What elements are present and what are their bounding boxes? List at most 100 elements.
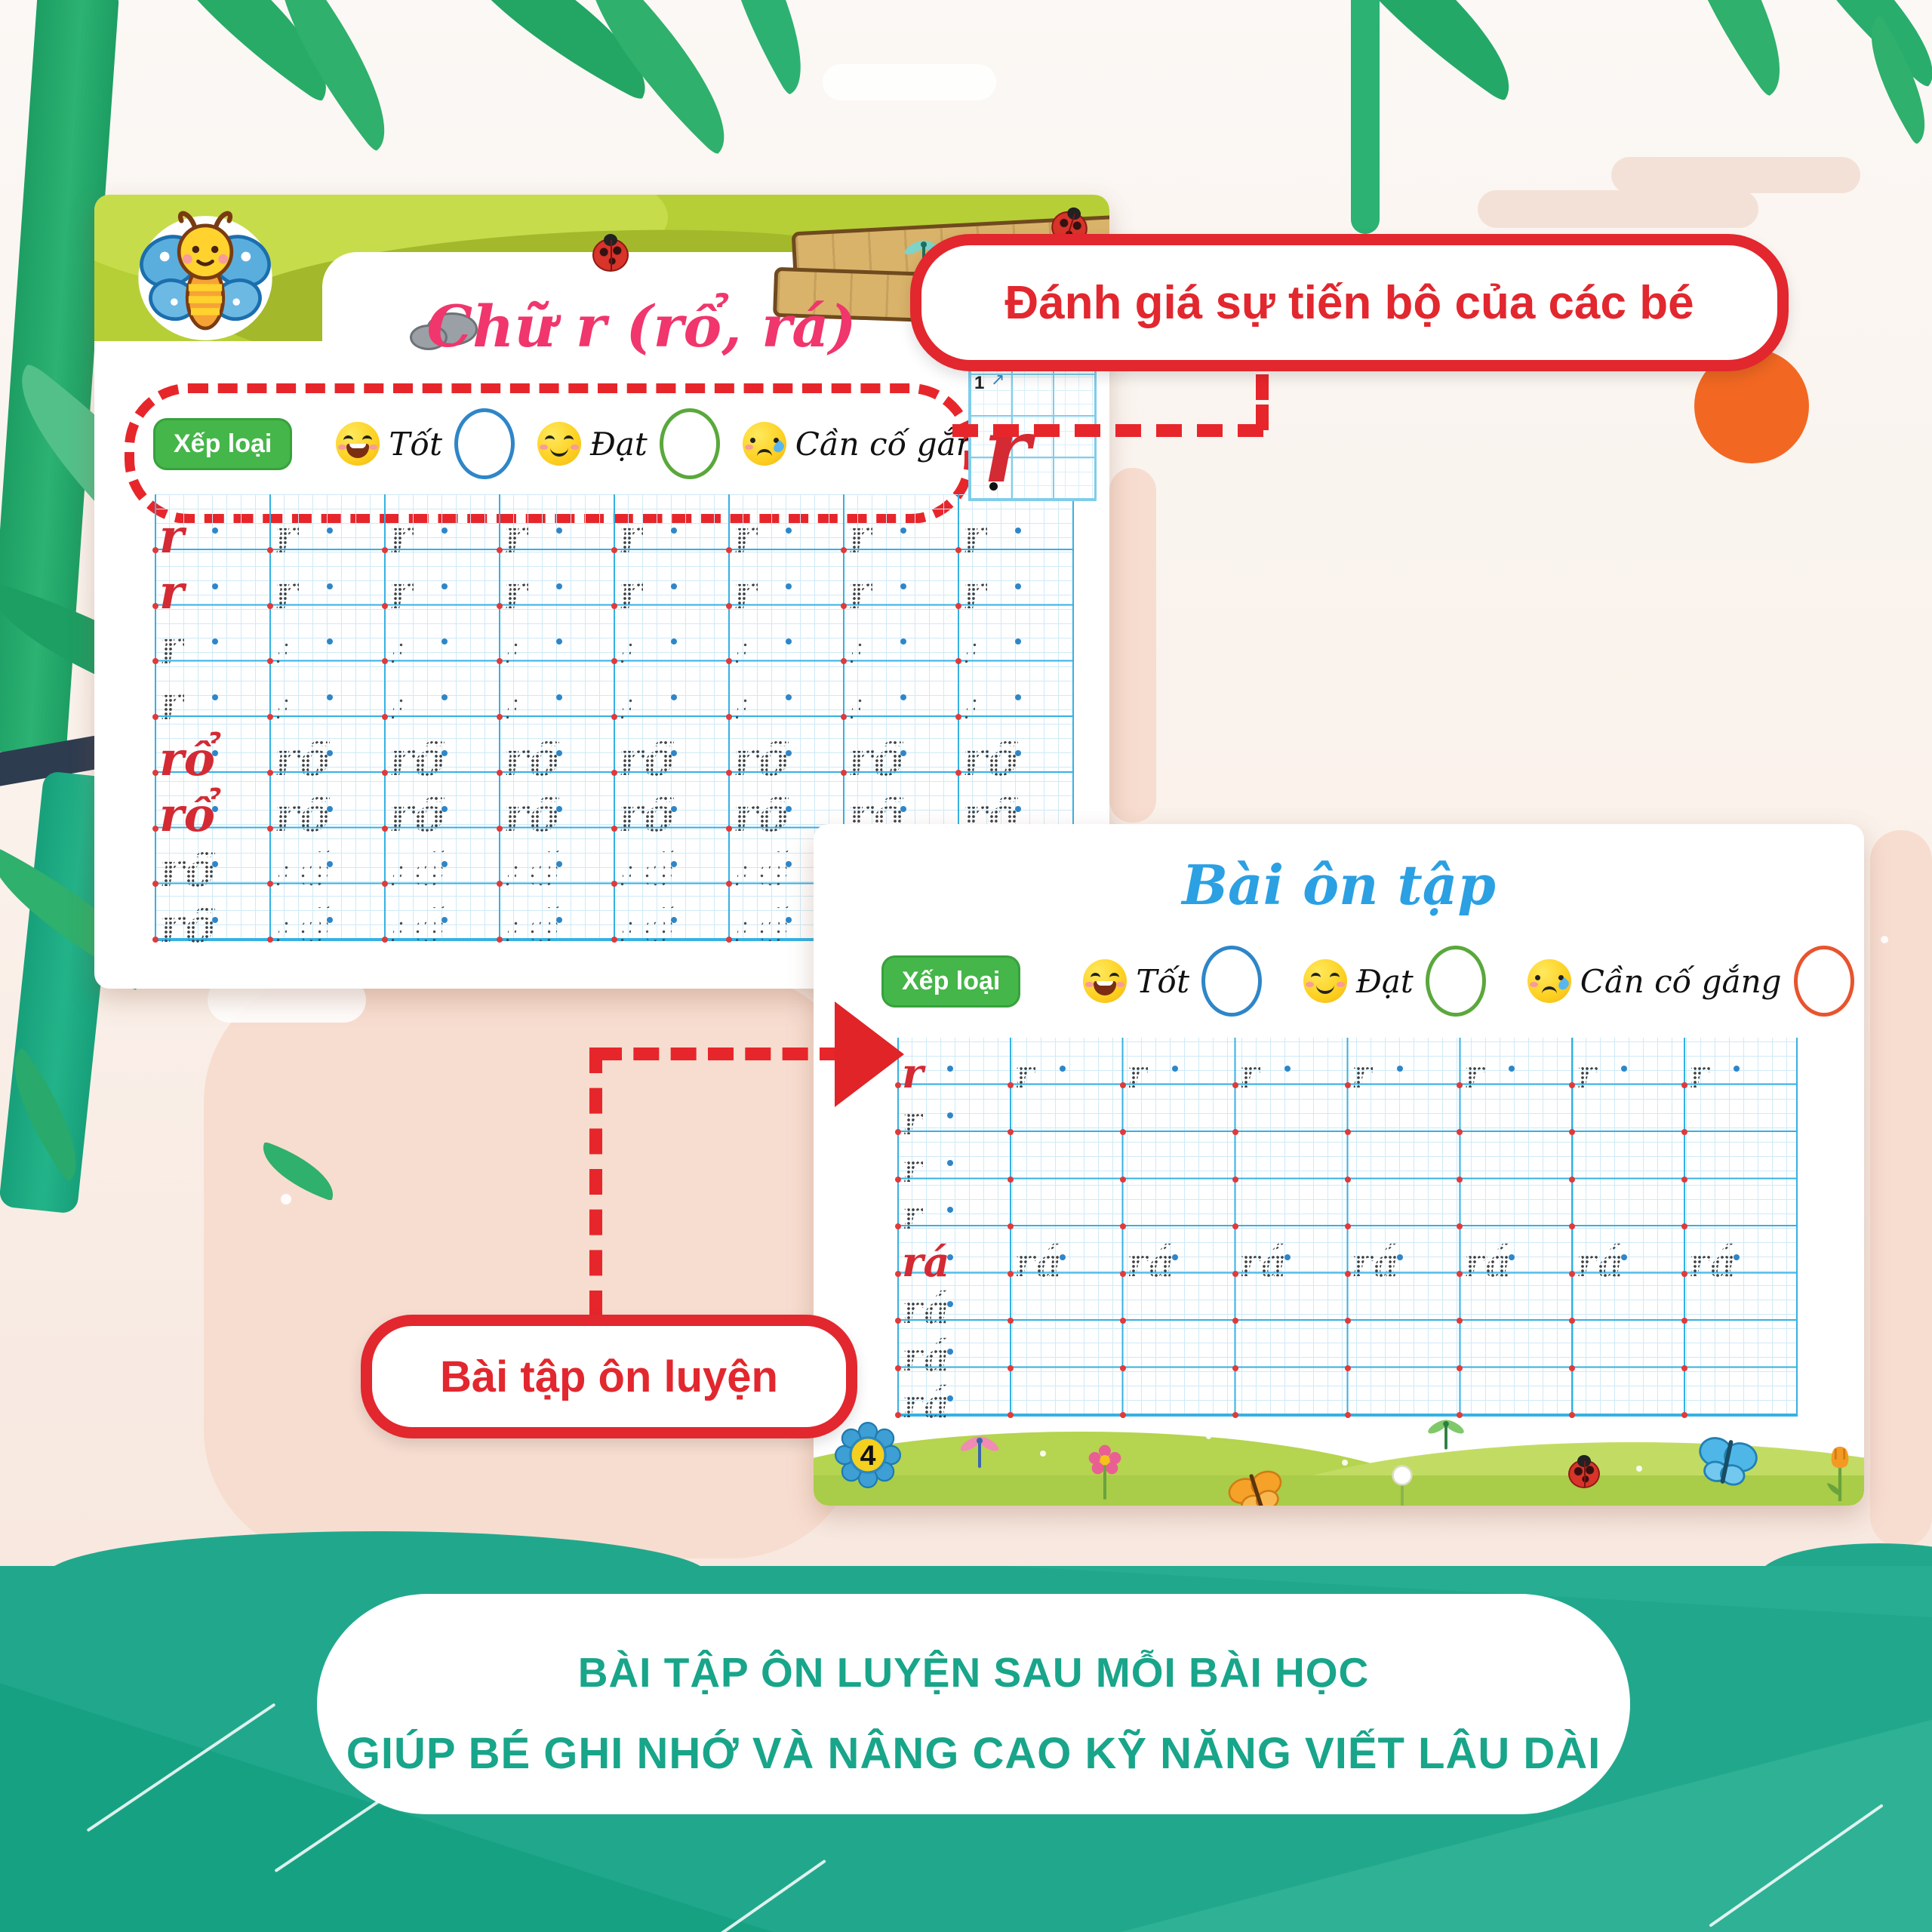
practice-cell: r — [382, 661, 499, 727]
practice-cell: rá — [895, 1274, 1010, 1329]
trace-letter: rổ — [503, 898, 560, 953]
practice-cell — [1681, 1132, 1796, 1182]
rating-label-pill: Xếp loại — [881, 955, 1021, 1008]
rating-label-pill: Xếp loại — [153, 417, 293, 470]
practice-cell — [1344, 1132, 1460, 1182]
practice-cell — [1007, 1321, 1122, 1371]
rating-option: Đạt — [1303, 946, 1486, 1017]
practice-cell: rổ — [955, 717, 1072, 782]
practice-cell: rổ — [611, 773, 728, 838]
practice-cell — [1119, 1368, 1235, 1418]
practice-cell: rá — [1232, 1226, 1347, 1282]
footer-line1: BÀI TẬP ÔN LUYỆN SAU MỖI BÀI HỌC — [577, 1649, 1370, 1696]
trace-letter: rổ — [274, 898, 331, 953]
dragonfly-icon — [960, 1436, 999, 1468]
trace-letter: rổ — [389, 731, 445, 786]
trace-letter: r — [902, 1190, 924, 1238]
cloud-shape — [823, 64, 996, 100]
bamboo-leaf-icon — [689, 0, 835, 96]
sparkle-dot — [281, 1194, 291, 1204]
trace-letter: r — [274, 564, 299, 620]
trace-letter: r — [848, 620, 872, 675]
practice-cell: rổ — [726, 884, 843, 949]
trace-letter: rổ — [848, 731, 904, 786]
practice-cell: r — [497, 494, 614, 559]
practice-cell: r — [955, 606, 1072, 671]
trace-letter: r — [618, 508, 643, 564]
practice-cell: r — [382, 606, 499, 671]
trace-letter: r — [503, 508, 528, 564]
rock-icon — [410, 325, 448, 350]
practice-cell — [1681, 1274, 1796, 1324]
practice-cell: rổ — [152, 717, 269, 782]
trace-letter: rổ — [159, 731, 216, 786]
trace-letter: r — [733, 564, 758, 620]
practice-cell — [1007, 1368, 1122, 1418]
trace-letter: rổ — [274, 786, 331, 842]
practice-cell: r — [497, 550, 614, 615]
rating-option: Cần cố gắng — [1527, 946, 1854, 1017]
trace-letter: r — [902, 1048, 924, 1097]
trace-letter: r — [503, 675, 528, 731]
trace-letter: rổ — [159, 842, 216, 898]
practice-cell — [1007, 1085, 1122, 1135]
trace-letter: r — [962, 564, 987, 620]
practice-cell — [1457, 1085, 1571, 1135]
trace-letter: r — [902, 1096, 924, 1144]
practice-cell — [1569, 1132, 1684, 1182]
practice-cell: r — [726, 494, 843, 559]
practice-cell: r — [497, 606, 614, 671]
cry-emoji — [742, 422, 786, 466]
trace-letter: r — [1351, 1048, 1373, 1097]
practice-cell: rổ — [726, 717, 843, 782]
practice-cell: rổ — [382, 884, 499, 949]
butterfly-icon — [1228, 1470, 1282, 1506]
practice-cell: rổ — [611, 829, 728, 894]
practice-cell: rổ — [152, 829, 269, 894]
trace-letter: rá — [902, 1237, 950, 1286]
trace-letter: rổ — [618, 731, 675, 786]
practice-row: rá rá rá rá rá rá rá rá — [895, 1226, 1796, 1282]
practice-cell — [1232, 1085, 1347, 1135]
trace-letter: r — [274, 620, 299, 675]
practice-cell: r — [152, 494, 269, 559]
page-number: 4 — [860, 1439, 876, 1471]
practice-cell — [1457, 1132, 1571, 1182]
practice-cell: rổ — [267, 829, 384, 894]
practice-cell: r — [1007, 1038, 1122, 1094]
trace-letter: r — [733, 620, 758, 675]
trace-letter: r — [274, 675, 299, 731]
trace-letter: r — [159, 675, 184, 731]
practice-cell — [1232, 1368, 1347, 1418]
practice-cell: r — [841, 661, 958, 727]
practice-cell: rổ — [497, 884, 614, 949]
trace-letter: rá — [1126, 1237, 1175, 1286]
ladybug-icon — [592, 234, 629, 272]
practice-cell: r — [152, 550, 269, 615]
practice-cell: r — [955, 550, 1072, 615]
practice-cell — [1007, 1132, 1122, 1182]
practice-cell — [1119, 1132, 1235, 1182]
ladybug-icon — [1568, 1455, 1600, 1488]
trace-letter: r — [1014, 1048, 1036, 1097]
rating-circle — [1201, 946, 1262, 1017]
practice-cell: r — [726, 550, 843, 615]
practice-cell — [1569, 1085, 1684, 1135]
practice-cell — [1344, 1274, 1460, 1324]
trace-letter: rổ — [733, 842, 789, 898]
trace-letter: rổ — [503, 731, 560, 786]
practice-cell: r — [895, 1085, 1010, 1140]
practice-cell — [1119, 1274, 1235, 1324]
trace-letter: rổ — [618, 842, 675, 898]
practice-cell — [1119, 1180, 1235, 1229]
practice-cell — [1007, 1180, 1122, 1229]
practice-cell: rổ — [955, 773, 1072, 838]
cry-emoji — [1527, 959, 1571, 1003]
practice-cell: r — [955, 494, 1072, 559]
trace-letter: r — [733, 508, 758, 564]
rating-option-label: Đạt — [589, 425, 648, 463]
practice-row: rá — [895, 1274, 1796, 1329]
